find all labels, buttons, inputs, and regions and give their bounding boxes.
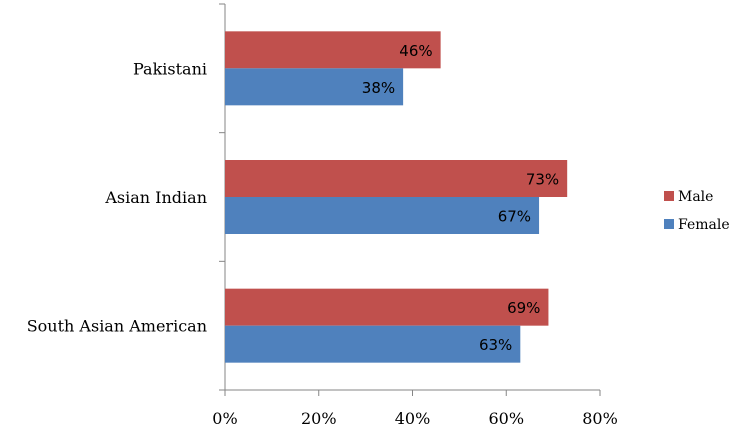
x-tick-label: 20% <box>301 409 337 428</box>
bar-male <box>225 160 568 197</box>
bar-male <box>225 31 441 69</box>
data-label-female: 38% <box>362 79 395 97</box>
x-tick-label: 40% <box>395 409 431 428</box>
bar-female <box>225 325 521 363</box>
data-label-female: 63% <box>479 336 512 354</box>
chart-bars <box>225 31 568 363</box>
bar-female <box>225 68 404 106</box>
legend-label-female: Female <box>678 217 730 233</box>
category-label: Pakistani <box>133 59 207 78</box>
data-label-male: 69% <box>507 299 540 317</box>
chart-labels: 69% 63% South Asian American 73% 67% Asian In… <box>27 42 559 354</box>
category-label: South Asian American <box>27 317 207 336</box>
chart-axes: 0% 20% 40% 60% 80% <box>212 3 618 428</box>
legend-label-male: Male <box>678 189 713 205</box>
category-label: Asian Indian <box>104 188 207 207</box>
x-tick-label: 0% <box>212 409 237 428</box>
data-label-male: 46% <box>399 42 432 60</box>
x-tick-label: 80% <box>582 409 618 428</box>
bar-male <box>225 288 549 326</box>
chart-legend: Male Female <box>664 189 730 233</box>
x-tick-label: 60% <box>488 409 524 428</box>
legend-swatch-male <box>664 191 674 201</box>
legend-swatch-female <box>664 219 674 229</box>
bar-female <box>225 197 540 234</box>
data-label-male: 73% <box>526 171 559 189</box>
data-label-female: 67% <box>498 208 531 226</box>
